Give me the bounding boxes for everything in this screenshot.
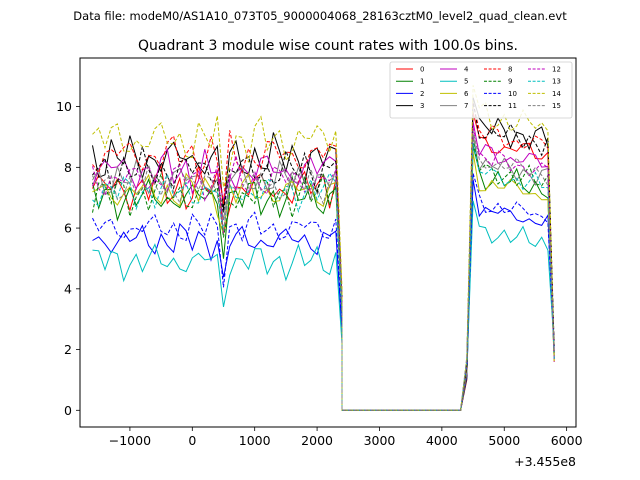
x-tick-label: 4000 [426, 433, 458, 448]
x-axis-offset-label: +3.455e8 [514, 454, 576, 469]
series-line-3 [92, 97, 555, 411]
series-line-13 [92, 142, 555, 411]
legend-label-0: 0 [420, 66, 424, 74]
x-tick-label: 5000 [488, 433, 520, 448]
y-tick-label: 10 [56, 99, 72, 114]
legend-label-10: 10 [508, 90, 517, 98]
series-line-14 [92, 85, 555, 411]
chart-title: Quadrant 3 module wise count rates with … [138, 38, 518, 54]
x-tick-label: 6000 [551, 433, 583, 448]
legend-label-2: 2 [420, 90, 424, 98]
x-axis-ticks: −1000 0 1000 2000 3000 4000 5000 6000 [109, 427, 583, 448]
legend-label-7: 7 [464, 102, 468, 110]
y-tick-label: 0 [64, 403, 72, 418]
series-line-2 [92, 179, 555, 411]
legend-box [389, 61, 573, 119]
y-tick-label: 2 [64, 342, 72, 357]
legend-label-14: 14 [552, 90, 561, 98]
series-layer [92, 85, 555, 411]
x-tick-label: 1000 [239, 433, 271, 448]
x-tick-label: −1000 [109, 433, 151, 448]
legend-label-15: 15 [552, 102, 561, 110]
y-axis-ticks: 0 2 4 6 8 10 [56, 99, 80, 418]
legend-label-13: 13 [552, 78, 561, 86]
figure-suptitle: Data file: modeM0/AS1A10_073T05_90000040… [73, 9, 567, 23]
y-tick-label: 6 [64, 221, 72, 236]
x-tick-label: 0 [188, 433, 196, 448]
legend-label-11: 11 [508, 102, 517, 110]
y-tick-label: 4 [64, 281, 72, 296]
legend-label-5: 5 [464, 78, 468, 86]
series-line-9 [92, 139, 555, 411]
legend-label-3: 3 [420, 102, 424, 110]
legend-label-4: 4 [464, 66, 469, 74]
legend-label-8: 8 [508, 66, 512, 74]
series-line-10 [92, 173, 555, 411]
legend-label-1: 1 [420, 78, 424, 86]
x-tick-label: 2000 [301, 433, 333, 448]
y-tick-label: 8 [64, 160, 72, 175]
series-line-12 [92, 127, 555, 411]
axes-frame [79, 57, 577, 428]
legend-label-6: 6 [464, 90, 469, 98]
x-tick-label: 3000 [364, 433, 396, 448]
legend-label-12: 12 [552, 66, 561, 74]
series-line-8 [92, 103, 555, 411]
series-line-6 [92, 152, 555, 411]
legend-label-9: 9 [508, 78, 512, 86]
series-line-11 [92, 100, 555, 411]
series-line-5 [92, 200, 555, 411]
